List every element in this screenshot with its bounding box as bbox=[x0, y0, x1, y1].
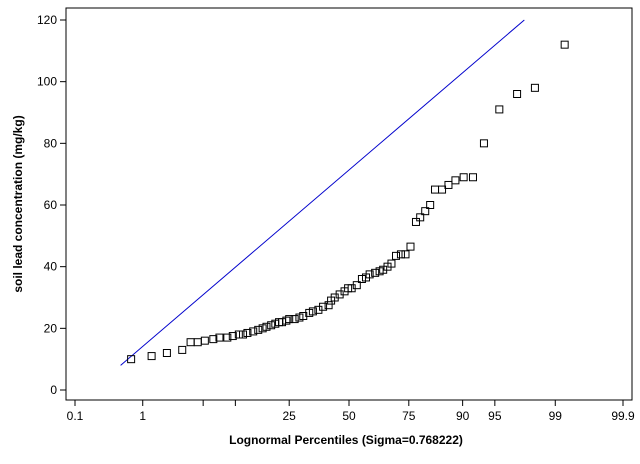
y-tick-label: 100 bbox=[37, 75, 57, 89]
fit-line-group bbox=[120, 19, 525, 366]
data-point bbox=[147, 352, 156, 361]
data-point bbox=[223, 333, 232, 342]
data-point bbox=[401, 250, 410, 259]
x-tick-label: 75 bbox=[402, 409, 416, 423]
data-point bbox=[324, 301, 333, 310]
data-point bbox=[178, 345, 187, 354]
x-tick-label: 25 bbox=[283, 409, 297, 423]
data-point bbox=[285, 315, 294, 324]
data-point bbox=[371, 268, 380, 277]
data-point bbox=[479, 139, 488, 148]
data-point bbox=[416, 213, 425, 222]
data-point bbox=[254, 325, 263, 334]
x-tick-label: 90 bbox=[456, 409, 470, 423]
y-tick-label: 0 bbox=[50, 383, 57, 397]
data-points bbox=[127, 40, 569, 364]
data-point bbox=[438, 185, 447, 194]
data-point bbox=[319, 302, 328, 311]
data-point bbox=[162, 349, 171, 357]
data-point bbox=[421, 207, 430, 216]
data-point bbox=[468, 173, 477, 182]
y-tick-label: 60 bbox=[44, 198, 58, 212]
y-tick-label: 20 bbox=[44, 321, 58, 335]
x-tick-label: 50 bbox=[342, 409, 356, 423]
data-point bbox=[392, 251, 401, 260]
x-tick-label: 0.1 bbox=[67, 409, 84, 423]
data-point bbox=[411, 217, 420, 226]
x-tick-label: 99.9 bbox=[611, 409, 635, 423]
data-point bbox=[200, 336, 209, 345]
data-point bbox=[243, 328, 252, 337]
x-tick-label: 1 bbox=[139, 409, 146, 423]
data-point bbox=[513, 90, 522, 98]
data-point bbox=[127, 355, 136, 364]
data-point bbox=[396, 250, 405, 259]
data-point bbox=[249, 327, 258, 336]
y-axis-title: soil lead concentration (mg/kg) bbox=[11, 115, 25, 292]
data-point bbox=[387, 259, 396, 268]
data-point bbox=[357, 275, 366, 283]
data-point bbox=[426, 201, 435, 209]
y-axis: 0 20 40 60 80 100 120 bbox=[37, 13, 66, 397]
plot-frame bbox=[65, 7, 633, 401]
data-point bbox=[308, 307, 317, 316]
data-point bbox=[444, 180, 453, 189]
data-point bbox=[406, 242, 415, 251]
data-point bbox=[290, 315, 299, 324]
x-tick-label: 99 bbox=[549, 409, 563, 423]
data-point bbox=[228, 332, 237, 341]
data-point bbox=[365, 270, 374, 279]
x-axis-title: Lognormal Percentiles (Sigma=0.768222) bbox=[229, 433, 463, 447]
data-point bbox=[215, 333, 224, 342]
data-point bbox=[352, 281, 361, 290]
data-point bbox=[560, 40, 569, 49]
data-point bbox=[451, 176, 460, 185]
y-tick-label: 40 bbox=[44, 260, 58, 274]
y-tick-label: 80 bbox=[44, 136, 58, 150]
data-point bbox=[495, 105, 504, 114]
data-point bbox=[459, 173, 468, 182]
data-point bbox=[209, 335, 218, 344]
data-point bbox=[234, 330, 243, 339]
x-axis: 0.1 1 25 50 75 90 95 99 99.9 bbox=[67, 400, 635, 423]
data-point bbox=[530, 83, 539, 92]
y-tick-label: 120 bbox=[37, 13, 57, 27]
data-point bbox=[267, 321, 276, 330]
fit-line bbox=[120, 19, 525, 366]
x-tick-label: 95 bbox=[488, 409, 502, 423]
data-point bbox=[282, 316, 291, 325]
data-point bbox=[239, 330, 248, 339]
data-point bbox=[262, 322, 271, 331]
